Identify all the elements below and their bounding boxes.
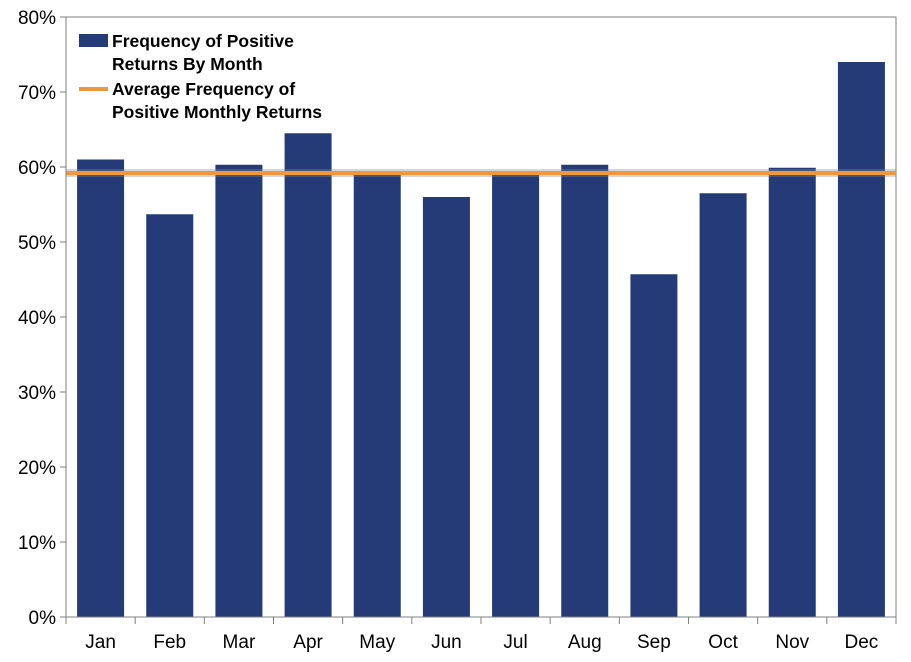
legend-bar-label-line-1: Frequency of Positive (112, 31, 294, 51)
x-tick-label: Jan (85, 632, 116, 653)
y-tick-label: 50% (18, 233, 56, 254)
y-tick-label: 80% (18, 8, 56, 29)
y-tick-label: 10% (18, 533, 56, 554)
x-tick-label: Apr (293, 632, 323, 653)
bar-nov (768, 167, 816, 617)
bar-dec (837, 62, 885, 617)
x-tick-label: Oct (708, 632, 738, 653)
bar-jul (492, 173, 540, 617)
x-tick-label: Sep (637, 632, 671, 653)
bar-oct (699, 193, 747, 617)
legend: Frequency of Positive Returns By Month A… (79, 31, 322, 122)
x-tick-label: May (359, 632, 395, 653)
legend-bar-label-line-2: Returns By Month (112, 54, 263, 74)
x-tick-label: Aug (568, 632, 602, 653)
bar-feb (146, 214, 194, 617)
y-tick-label: 30% (18, 383, 56, 404)
bar-jan (77, 159, 125, 617)
y-tick-label: 40% (18, 308, 56, 329)
bar-jun (422, 197, 470, 617)
y-tick-label: 70% (18, 83, 56, 104)
x-tick-label: Jun (431, 632, 462, 653)
bar-aug (561, 164, 609, 617)
x-tick-label: Nov (775, 632, 809, 653)
y-tick-label: 20% (18, 458, 56, 479)
bar-sep (630, 274, 678, 617)
x-tick-label: Mar (223, 632, 256, 653)
legend-line-label-line-2: Positive Monthly Returns (112, 102, 322, 122)
y-tick-label: 0% (29, 608, 57, 629)
bars (77, 62, 885, 617)
x-tick-label: Dec (845, 632, 879, 653)
x-tick-label: Jul (503, 632, 527, 653)
legend-line-label-line-1: Average Frequency of (112, 79, 295, 99)
bar-may (353, 171, 401, 617)
y-tick-label: 60% (18, 158, 56, 179)
legend-bar-swatch (79, 34, 108, 47)
bar-mar (215, 164, 263, 617)
y-axis: 0% 10% 20% 30% 40% 50% 60% 70% 80% (18, 8, 67, 629)
x-tick-label: Feb (153, 632, 186, 653)
x-axis: Jan Feb Mar Apr May Jun Jul Aug Sep Oct Nov Dec (65, 616, 897, 653)
bar-apr (284, 133, 332, 617)
